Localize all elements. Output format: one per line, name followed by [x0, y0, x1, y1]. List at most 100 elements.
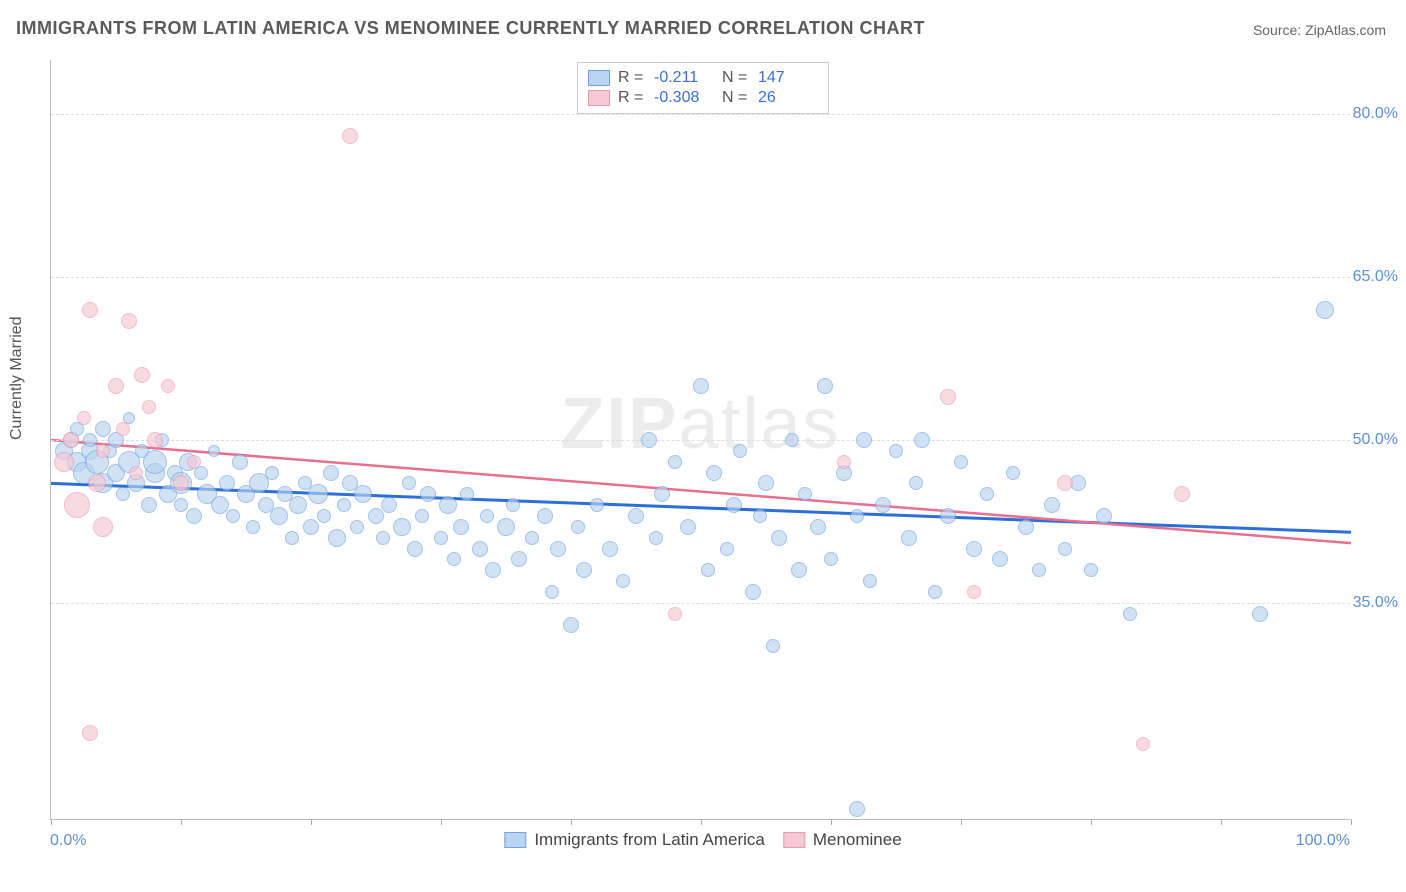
legend-item: Immigrants from Latin America	[504, 830, 765, 850]
scatter-point	[525, 531, 539, 545]
scatter-point	[863, 574, 877, 588]
n-label: N =	[722, 89, 750, 107]
scatter-point	[758, 475, 774, 491]
scatter-point	[317, 509, 331, 523]
scatter-point	[368, 508, 384, 524]
gridline	[51, 603, 1350, 604]
n-value: 26	[758, 89, 818, 107]
gridline	[51, 440, 1350, 441]
legend-swatch	[504, 832, 526, 848]
scatter-point	[628, 508, 644, 524]
scatter-point	[641, 432, 657, 448]
scatter-point	[453, 519, 469, 535]
x-axis-min-label: 0.0%	[50, 832, 86, 850]
scatter-point	[766, 639, 780, 653]
y-tick-label: 35.0%	[1353, 594, 1398, 612]
scatter-point	[303, 519, 319, 535]
scatter-point	[706, 465, 722, 481]
x-tick	[1351, 819, 1352, 825]
scatter-point	[693, 378, 709, 394]
n-value: 147	[758, 69, 818, 87]
scatter-point	[928, 585, 942, 599]
scatter-point	[64, 492, 90, 518]
scatter-point	[602, 541, 618, 557]
scatter-point	[967, 585, 981, 599]
scatter-point	[798, 487, 812, 501]
scatter-point	[402, 476, 416, 490]
scatter-point	[393, 518, 411, 536]
scatter-point	[134, 367, 150, 383]
scatter-point	[954, 455, 968, 469]
scatter-point	[992, 551, 1008, 567]
scatter-point	[246, 520, 260, 534]
scatter-point	[940, 389, 956, 405]
scatter-point	[733, 444, 747, 458]
x-tick	[1091, 819, 1092, 825]
r-value: -0.211	[654, 69, 714, 87]
scatter-point	[1058, 542, 1072, 556]
legend-swatch	[588, 90, 610, 106]
scatter-point	[550, 541, 566, 557]
scatter-point	[420, 486, 436, 502]
scatter-point	[576, 562, 592, 578]
scatter-point	[434, 531, 448, 545]
scatter-point	[940, 508, 956, 524]
scatter-point	[889, 444, 903, 458]
scatter-point	[1006, 466, 1020, 480]
r-value: -0.308	[654, 89, 714, 107]
scatter-point	[108, 378, 124, 394]
scatter-point	[328, 529, 346, 547]
scatter-point	[129, 466, 143, 480]
scatter-point	[187, 455, 201, 469]
scatter-point	[1018, 519, 1034, 535]
x-tick	[1221, 819, 1222, 825]
scatter-point	[1174, 486, 1190, 502]
legend-stat-row: R = -0.211 N = 147	[588, 69, 818, 87]
scatter-point	[1096, 508, 1112, 524]
scatter-point	[616, 574, 630, 588]
scatter-point	[116, 487, 130, 501]
scatter-point	[121, 313, 137, 329]
scatter-point	[506, 498, 520, 512]
scatter-point	[460, 487, 474, 501]
legend-item: Menominee	[783, 830, 902, 850]
scatter-point	[511, 551, 527, 567]
scatter-point	[485, 562, 501, 578]
n-label: N =	[722, 69, 750, 87]
scatter-point	[88, 474, 106, 492]
scatter-point	[63, 432, 79, 448]
scatter-point	[226, 509, 240, 523]
scatter-point	[308, 484, 328, 504]
scatter-point	[285, 531, 299, 545]
scatter-point	[849, 801, 865, 817]
scatter-point	[817, 378, 833, 394]
y-tick-label: 65.0%	[1353, 268, 1398, 286]
chart-title: IMMIGRANTS FROM LATIN AMERICA VS MENOMIN…	[16, 18, 925, 39]
scatter-point	[901, 530, 917, 546]
scatter-point	[1123, 607, 1137, 621]
source-label: Source: ZipAtlas.com	[1253, 22, 1386, 38]
scatter-point	[82, 302, 98, 318]
scatter-point	[1316, 301, 1334, 319]
x-tick	[441, 819, 442, 825]
x-tick	[701, 819, 702, 825]
scatter-point	[856, 432, 872, 448]
scatter-point	[77, 411, 91, 425]
scatter-point	[1252, 606, 1268, 622]
scatter-point	[232, 454, 248, 470]
r-label: R =	[618, 69, 646, 87]
gridline	[51, 277, 1350, 278]
scatter-point	[785, 433, 799, 447]
scatter-point	[219, 475, 235, 491]
scatter-point	[161, 379, 175, 393]
legend-swatch	[783, 832, 805, 848]
scatter-point	[342, 128, 358, 144]
scatter-point	[1044, 497, 1060, 513]
r-label: R =	[618, 89, 646, 107]
scatter-point	[141, 497, 157, 513]
scatter-point	[439, 496, 457, 514]
scatter-point	[791, 562, 807, 578]
x-tick	[571, 819, 572, 825]
scatter-point	[480, 509, 494, 523]
scatter-point	[571, 520, 585, 534]
